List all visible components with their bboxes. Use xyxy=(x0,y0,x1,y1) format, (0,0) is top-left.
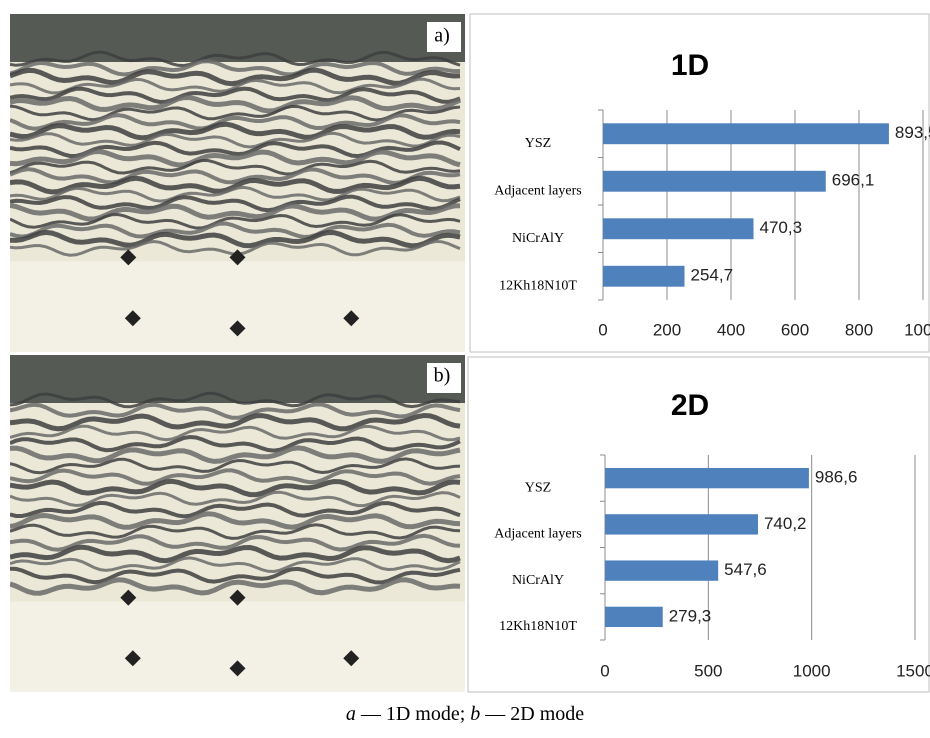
caption-part: b xyxy=(470,703,480,725)
value-label: 893,5 xyxy=(895,123,930,142)
value-label: 279,3 xyxy=(669,606,712,625)
x-tick-label: 200 xyxy=(653,320,681,339)
panel-label: a) xyxy=(434,25,450,47)
bar xyxy=(605,514,758,534)
bar xyxy=(603,266,685,287)
bar xyxy=(605,560,718,580)
bar xyxy=(605,607,663,627)
value-label: 986,6 xyxy=(815,468,858,487)
substrate xyxy=(10,261,465,352)
category-label: NiCrAlY xyxy=(512,231,564,246)
value-label: 696,1 xyxy=(832,171,875,190)
x-tick-label: 1000 xyxy=(904,320,930,339)
value-label: 254,7 xyxy=(691,266,734,285)
x-tick-label: 1500 xyxy=(896,661,930,680)
substrate xyxy=(10,602,465,692)
value-label: 470,3 xyxy=(759,218,802,237)
caption-part: — 1D mode; xyxy=(356,703,470,725)
caption-part: a xyxy=(346,703,356,725)
chart-title: 1D xyxy=(671,49,709,82)
x-tick-label: 400 xyxy=(717,320,745,339)
bar xyxy=(603,171,826,192)
page: a — 1D mode; b — 2D mode a) 1D 0 200 400 600 8… xyxy=(0,0,930,738)
x-tick-label: 1000 xyxy=(793,661,831,680)
category-label: YSZ xyxy=(525,480,551,495)
category-label: Adjacent layers xyxy=(494,183,581,198)
chart-title: 2D xyxy=(671,389,709,422)
x-tick-label: 600 xyxy=(781,320,809,339)
x-tick-label: 800 xyxy=(845,320,873,339)
caption-part: — 2D mode xyxy=(480,703,584,725)
figure: a — 1D mode; b — 2D mode a) 1D 0 200 400 600 8… xyxy=(0,0,930,738)
value-label: 740,2 xyxy=(764,514,807,533)
caption: a — 1D mode; b — 2D mode xyxy=(346,703,584,725)
category-label: YSZ xyxy=(525,136,551,151)
category-label: NiCrAlY xyxy=(512,573,564,588)
x-tick-label: 0 xyxy=(600,661,609,680)
bar xyxy=(603,123,889,144)
category-label: 12Kh18N10T xyxy=(499,278,577,293)
micrograph xyxy=(10,355,465,692)
bar xyxy=(603,218,753,239)
x-tick-label: 0 xyxy=(598,320,607,339)
bar xyxy=(605,468,809,488)
x-tick-label: 500 xyxy=(694,661,722,680)
coating-top xyxy=(10,355,465,403)
category-label: 12Kh18N10T xyxy=(499,619,577,634)
value-label: 547,6 xyxy=(724,560,767,579)
micrograph xyxy=(10,14,465,352)
panel-label: b) xyxy=(434,365,451,387)
category-label: Adjacent layers xyxy=(494,527,581,542)
